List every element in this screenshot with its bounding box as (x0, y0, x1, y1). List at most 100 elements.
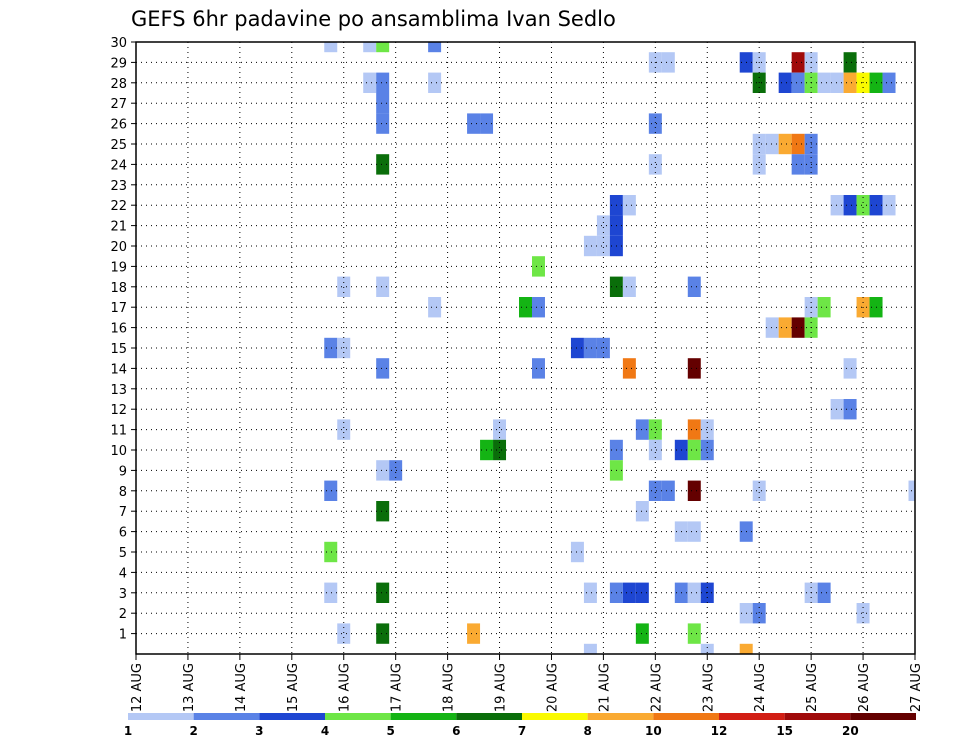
heatmap-cell (648, 419, 662, 440)
legend-label: 7 (518, 724, 526, 738)
y-tick-label: 1 (119, 628, 127, 643)
legend-color-swatch (456, 713, 522, 720)
heatmap-cell (376, 93, 390, 114)
legend-label: 12 (711, 724, 728, 738)
heatmap-cell (428, 42, 442, 53)
heatmap-cell (830, 72, 844, 93)
heatmap-cell (376, 582, 390, 603)
heatmap-cell (856, 603, 870, 624)
legend: 1 2 3 4 5 6 7 8 10 12 15 20 (124, 713, 916, 738)
heatmap-cell (687, 480, 701, 501)
legend-color-swatch (522, 713, 588, 720)
x-tick-label: 24 AUG (753, 663, 768, 712)
x-tick-label: 21 AUG (597, 663, 612, 712)
heatmap-cell (830, 195, 844, 216)
grid-layer (136, 42, 915, 654)
legend-label: 6 (452, 724, 460, 738)
heatmap-cell (337, 276, 351, 297)
heatmap-cell (830, 399, 844, 420)
heatmap-cell (817, 297, 831, 318)
legend-label: 4 (321, 724, 329, 738)
heatmap-cell (570, 337, 584, 359)
heatmap-cell (752, 133, 766, 155)
heatmap-cell (376, 501, 390, 522)
y-tick-label: 28 (110, 77, 127, 92)
heatmap-cell (843, 195, 857, 216)
heatmap-cell (622, 195, 636, 216)
legend-label: 15 (776, 724, 793, 738)
heatmap-cell (765, 133, 779, 155)
heatmap-cell (635, 501, 649, 522)
heatmap-cell (882, 195, 896, 216)
y-tick-label: 5 (119, 546, 127, 561)
y-tick-label: 23 (110, 179, 127, 194)
heatmap-cell (817, 72, 831, 93)
x-tick-label: 14 AUG (234, 663, 249, 712)
legend-label: 3 (255, 724, 263, 738)
heatmap-cell (337, 419, 351, 440)
legend-color-swatch (850, 713, 916, 720)
y-tick-label: 17 (110, 301, 127, 316)
heatmap-cell (791, 154, 805, 175)
cells-layer (324, 42, 915, 654)
x-tick-label: 27 AUG (909, 663, 924, 712)
y-tick-label: 15 (110, 342, 127, 357)
heatmap-cell (661, 52, 675, 73)
x-tick-label: 23 AUG (701, 663, 716, 712)
y-tick-label: 14 (110, 362, 127, 377)
heatmap-cell (531, 297, 545, 318)
heatmap-cell (648, 113, 662, 134)
heatmap-cell (648, 480, 662, 501)
heatmap-cell (376, 42, 390, 53)
x-tick-label: 16 AUG (338, 663, 353, 712)
heatmap-cell (428, 72, 442, 93)
x-tick-label: 15 AUG (286, 663, 301, 712)
legend-color-swatch (784, 713, 851, 720)
legend-color-swatch (259, 713, 325, 720)
heatmap-cell (791, 133, 805, 155)
heatmap-cell (817, 582, 831, 603)
heatmap-cell (531, 256, 545, 277)
heatmap-cell (687, 358, 701, 379)
heatmap-cell (778, 317, 792, 338)
heatmap-cell (363, 72, 377, 93)
y-tick-label: 27 (110, 97, 127, 112)
heatmap-cell (376, 276, 390, 297)
heatmap-cell (376, 113, 390, 134)
heatmap-cell (778, 72, 792, 93)
legend-color-swatch (128, 713, 194, 720)
heatmap-cell (752, 480, 766, 501)
legend-label: 10 (645, 724, 662, 738)
heatmap-cell (648, 439, 662, 461)
legend-label: 5 (386, 724, 394, 738)
y-tick-label: 2 (119, 607, 127, 622)
x-tick-label: 25 AUG (805, 663, 820, 712)
heatmap-cell (843, 52, 857, 73)
x-tick-label: 18 AUG (442, 663, 457, 712)
heatmap-cell (687, 439, 701, 461)
heatmap-cell (687, 521, 701, 542)
heatmap-cell (700, 643, 714, 654)
heatmap-cell (843, 399, 857, 420)
heatmap-cell (739, 643, 753, 654)
heatmap-cell (376, 623, 390, 644)
legend-color-swatch (193, 713, 260, 720)
heatmap-cell (363, 42, 377, 53)
heatmap-cell (687, 623, 701, 644)
heatmap-cell (531, 358, 545, 379)
y-tick-label: 20 (110, 240, 127, 255)
heatmap-cell (376, 460, 390, 481)
heatmap-cell (324, 337, 338, 359)
y-tick-label: 21 (110, 220, 127, 235)
axes-layer: 1234567891011121314151617181920212223242… (110, 36, 924, 712)
x-tick-label: 22 AUG (649, 663, 664, 712)
legend-color-swatch (390, 713, 457, 720)
heatmap-cell (661, 480, 675, 501)
x-tick-label: 13 AUG (182, 663, 197, 712)
legend-color-swatch (325, 713, 391, 720)
heatmap-cell (635, 419, 649, 440)
heatmap-cell (583, 337, 597, 359)
heatmap-cell (791, 52, 805, 73)
y-tick-label: 22 (110, 199, 127, 214)
heatmap-cell (583, 235, 597, 257)
